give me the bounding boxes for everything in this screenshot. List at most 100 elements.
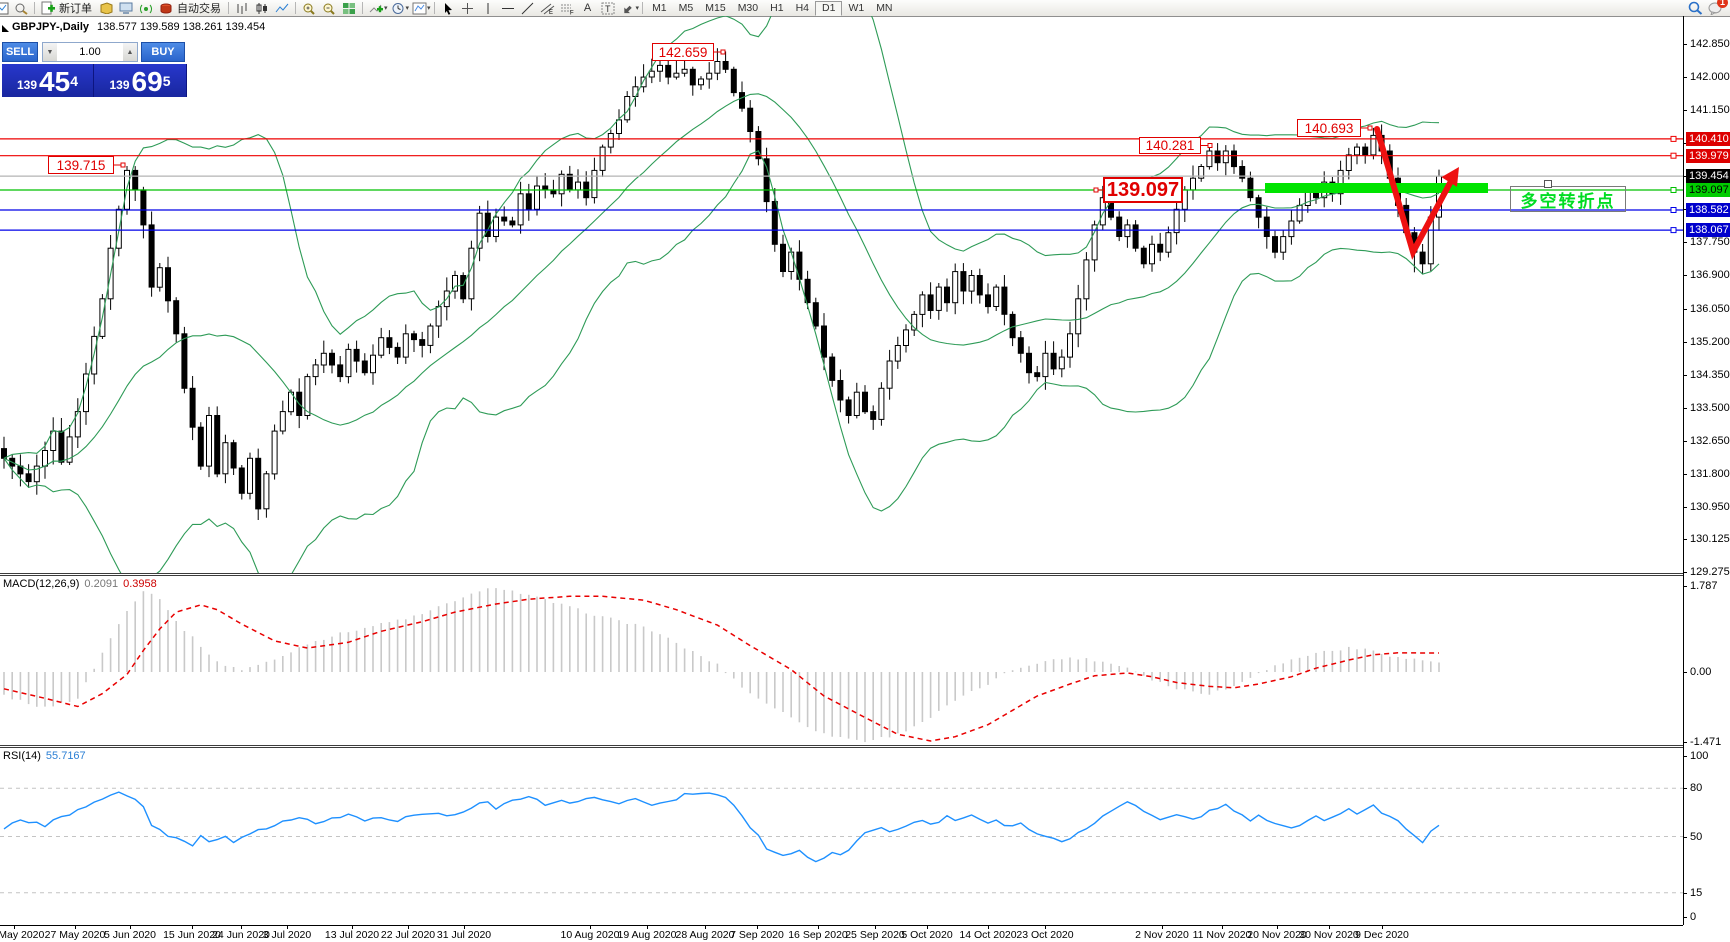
pane-separator[interactable] [0,573,1683,576]
toolbar-separator [362,2,363,14]
annotation-selection-handle[interactable] [1544,180,1552,188]
price-tick [1683,572,1687,574]
templates-dropdown-caret[interactable]: ▾ [427,5,431,12]
price-tick-label: 135.200 [1690,335,1730,348]
date-tick [705,926,706,929]
buy-price-display[interactable]: 139 69 5 [94,64,186,97]
rsi-label: RSI(14) 55.7167 [3,750,86,762]
chart-corner-icon [2,25,9,32]
price-line-badge: 138.582 [1686,203,1730,218]
signals-icon[interactable] [137,1,155,15]
timeframe-m15[interactable]: M15 [705,1,726,14]
price-tick-label: 129.275 [1690,566,1730,579]
toolbar-separator [228,2,229,14]
timeframe-h1[interactable]: H1 [770,1,784,14]
price-tick [1683,374,1687,376]
price-callout[interactable]: 140.281 [1139,137,1201,154]
sell-price-prefix: 139 [17,78,38,92]
price-tick-label: 142.000 [1690,71,1730,84]
volume-decrease-button[interactable]: ▼ [43,43,57,61]
date-label: 19 Aug 2020 [617,929,677,941]
date-tick [590,926,591,929]
price-callout[interactable]: 139.715 [48,156,114,174]
timeframe-m5[interactable]: M5 [678,1,694,14]
date-label: 27 May 2020 [44,929,106,941]
volume-input[interactable]: 1.00 [57,43,123,61]
market-watch-icon[interactable] [12,1,30,15]
price-tick [1683,308,1687,310]
timeframe-group: M1 M5 M15 M30 H1 H4 D1 W1 MN [646,0,898,16]
periods-dropdown-caret[interactable]: ▾ [405,5,410,12]
crosshair-icon[interactable] [459,1,477,15]
new-order-button[interactable]: 新订单 [59,3,92,15]
bar-chart-icon[interactable] [233,1,251,15]
line-chart-icon[interactable] [273,1,291,15]
price-callout[interactable]: 140.693 [1297,119,1361,137]
notification-badge: 1 [1717,0,1728,8]
buy-price-pip: 5 [162,73,171,89]
volume-increase-button[interactable]: ▲ [123,43,137,61]
trendline-icon[interactable] [519,1,537,15]
arrows-dropdown-caret[interactable]: ▾ [635,5,640,12]
chart-window-icon[interactable] [0,1,10,15]
arrows-icon[interactable] [619,1,637,15]
price-tick [1683,407,1687,409]
turning-point-annotation[interactable]: 多空转折点 [1510,186,1626,212]
price-callout[interactable]: 139.097 [1103,177,1183,203]
sell-button[interactable]: SELL [2,42,38,62]
one-click-trading-panel: SELL ▼ 1.00 ▲ BUY 139 45 4 139 69 5 [2,42,187,97]
horizontal-line-icon[interactable] [499,1,517,15]
tile-windows-icon[interactable] [340,1,358,15]
indicators-icon[interactable] [367,1,385,15]
price-tick [1683,110,1687,112]
date-label: 16 Sep 2020 [788,929,848,941]
cursor-icon[interactable] [439,1,457,15]
toolbar-separator [642,2,644,14]
search-icon[interactable] [1686,1,1704,15]
periods-clock-icon[interactable] [389,1,407,15]
price-tick-label: 132.650 [1690,434,1730,447]
price-tick [1683,341,1687,343]
price-tick-label: 142.850 [1690,38,1730,50]
macd-label: MACD(12,26,9) 0.2091 0.3958 [3,578,157,590]
timeframe-w1[interactable]: W1 [848,1,865,14]
price-callout[interactable]: 142.659 [652,43,714,61]
date-label: 31 Jul 2020 [436,929,492,941]
sell-price-pip: 4 [70,73,78,89]
timeframe-h4[interactable]: H4 [795,1,809,14]
zoom-in-icon[interactable] [300,1,318,15]
date-tick [757,926,758,929]
autotrading-icon[interactable] [157,1,175,15]
timeframe-d1[interactable]: D1 [815,0,843,16]
navigator-icon[interactable] [97,1,115,15]
svg-text:E: E [549,10,553,15]
timeframe-mn[interactable]: MN [876,1,893,14]
text-label-icon[interactable]: T [599,1,617,15]
text-icon[interactable]: A [583,2,592,14]
autotrading-button[interactable]: 自动交易 [177,3,221,15]
date-label: 9 Dec 2020 [1355,929,1409,941]
date-label: 2 Nov 2020 [1135,929,1189,941]
notifications-icon[interactable]: 1 [1706,0,1728,15]
svg-text:F: F [570,10,574,15]
buy-button[interactable]: BUY [141,42,185,62]
macd-tick [1683,586,1687,588]
indicators-dropdown-caret[interactable]: ▾ [384,5,388,12]
timeframe-m1[interactable]: M1 [652,1,667,14]
terminal-icon[interactable] [117,1,135,15]
pane-separator[interactable] [0,745,1683,748]
new-order-icon[interactable] [39,1,57,15]
ohlc-values: 138.577 139.589 138.261 139.454 [97,21,266,33]
price-tick [1683,44,1687,45]
date-tick [464,926,465,929]
date-label: 24 Jun 2020 [212,929,270,941]
zoom-out-icon[interactable] [320,1,338,15]
vertical-line-icon[interactable] [479,1,497,15]
candlestick-chart-icon[interactable] [253,1,271,15]
sell-price-display[interactable]: 139 45 4 [2,64,93,97]
fibonacci-icon[interactable]: F [559,1,577,15]
equidistant-channel-icon[interactable]: E [539,1,557,15]
timeframe-m30[interactable]: M30 [737,1,759,14]
templates-icon[interactable] [410,1,428,15]
